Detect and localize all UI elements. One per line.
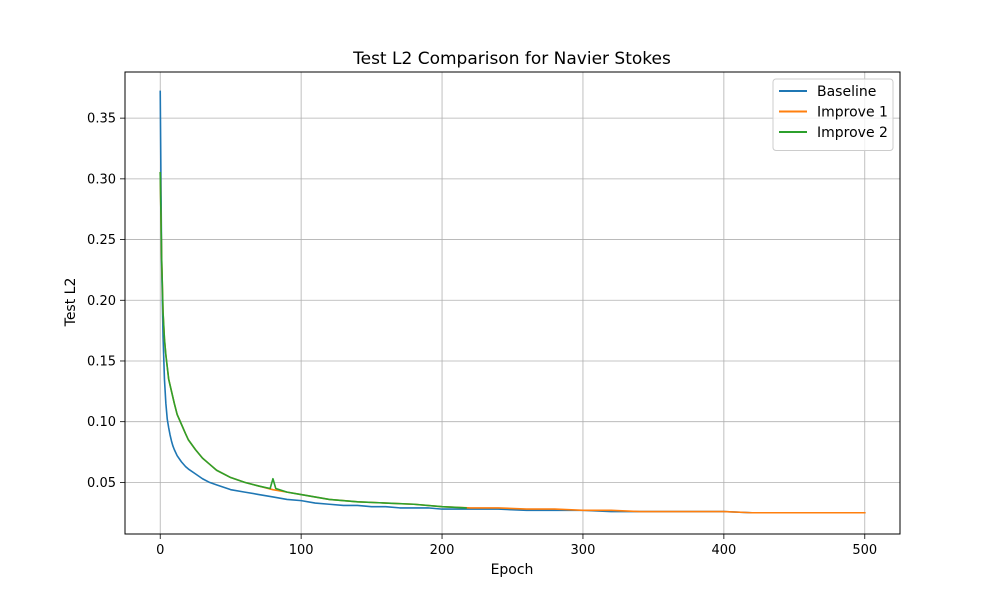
x-tick-label: 500 (852, 543, 877, 558)
y-tick-label: 0.15 (87, 354, 116, 369)
y-tick-label: 0.25 (87, 233, 116, 248)
x-tick-label: 200 (430, 543, 455, 558)
x-axis-label: Epoch (491, 562, 534, 578)
x-tick-label: 300 (571, 543, 596, 558)
y-tick-label: 0.10 (87, 415, 116, 430)
legend-label: Improve 2 (817, 125, 888, 141)
x-tick-label: 400 (711, 543, 736, 558)
grid (125, 72, 900, 534)
plot-frame (124, 71, 901, 535)
y-tick-label: 0.05 (87, 476, 116, 491)
legend: Baseline Improve 1 Improve 2 (772, 78, 894, 151)
chart-title: Test L2 Comparison for Navier Stokes (352, 49, 671, 69)
series-group (159, 90, 866, 514)
y-tick-label: 0.35 (87, 112, 116, 127)
legend-label: Improve 1 (817, 105, 888, 121)
series-line-improve-2 (159, 171, 467, 509)
y-tick-label: 0.30 (87, 172, 116, 187)
y-axis-label: Test L2 (63, 278, 79, 328)
ticks: 0 100 200 300 400 500 0.05 0.10 0.15 0.20 0.25 0.30… (87, 112, 877, 558)
x-tick-label: 100 (289, 543, 314, 558)
y-tick-label: 0.20 (87, 294, 116, 309)
legend-label: Baseline (817, 84, 876, 100)
x-tick-label: 0 (156, 543, 164, 558)
